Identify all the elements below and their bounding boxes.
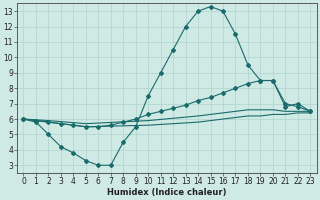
X-axis label: Humidex (Indice chaleur): Humidex (Indice chaleur) (107, 188, 227, 197)
